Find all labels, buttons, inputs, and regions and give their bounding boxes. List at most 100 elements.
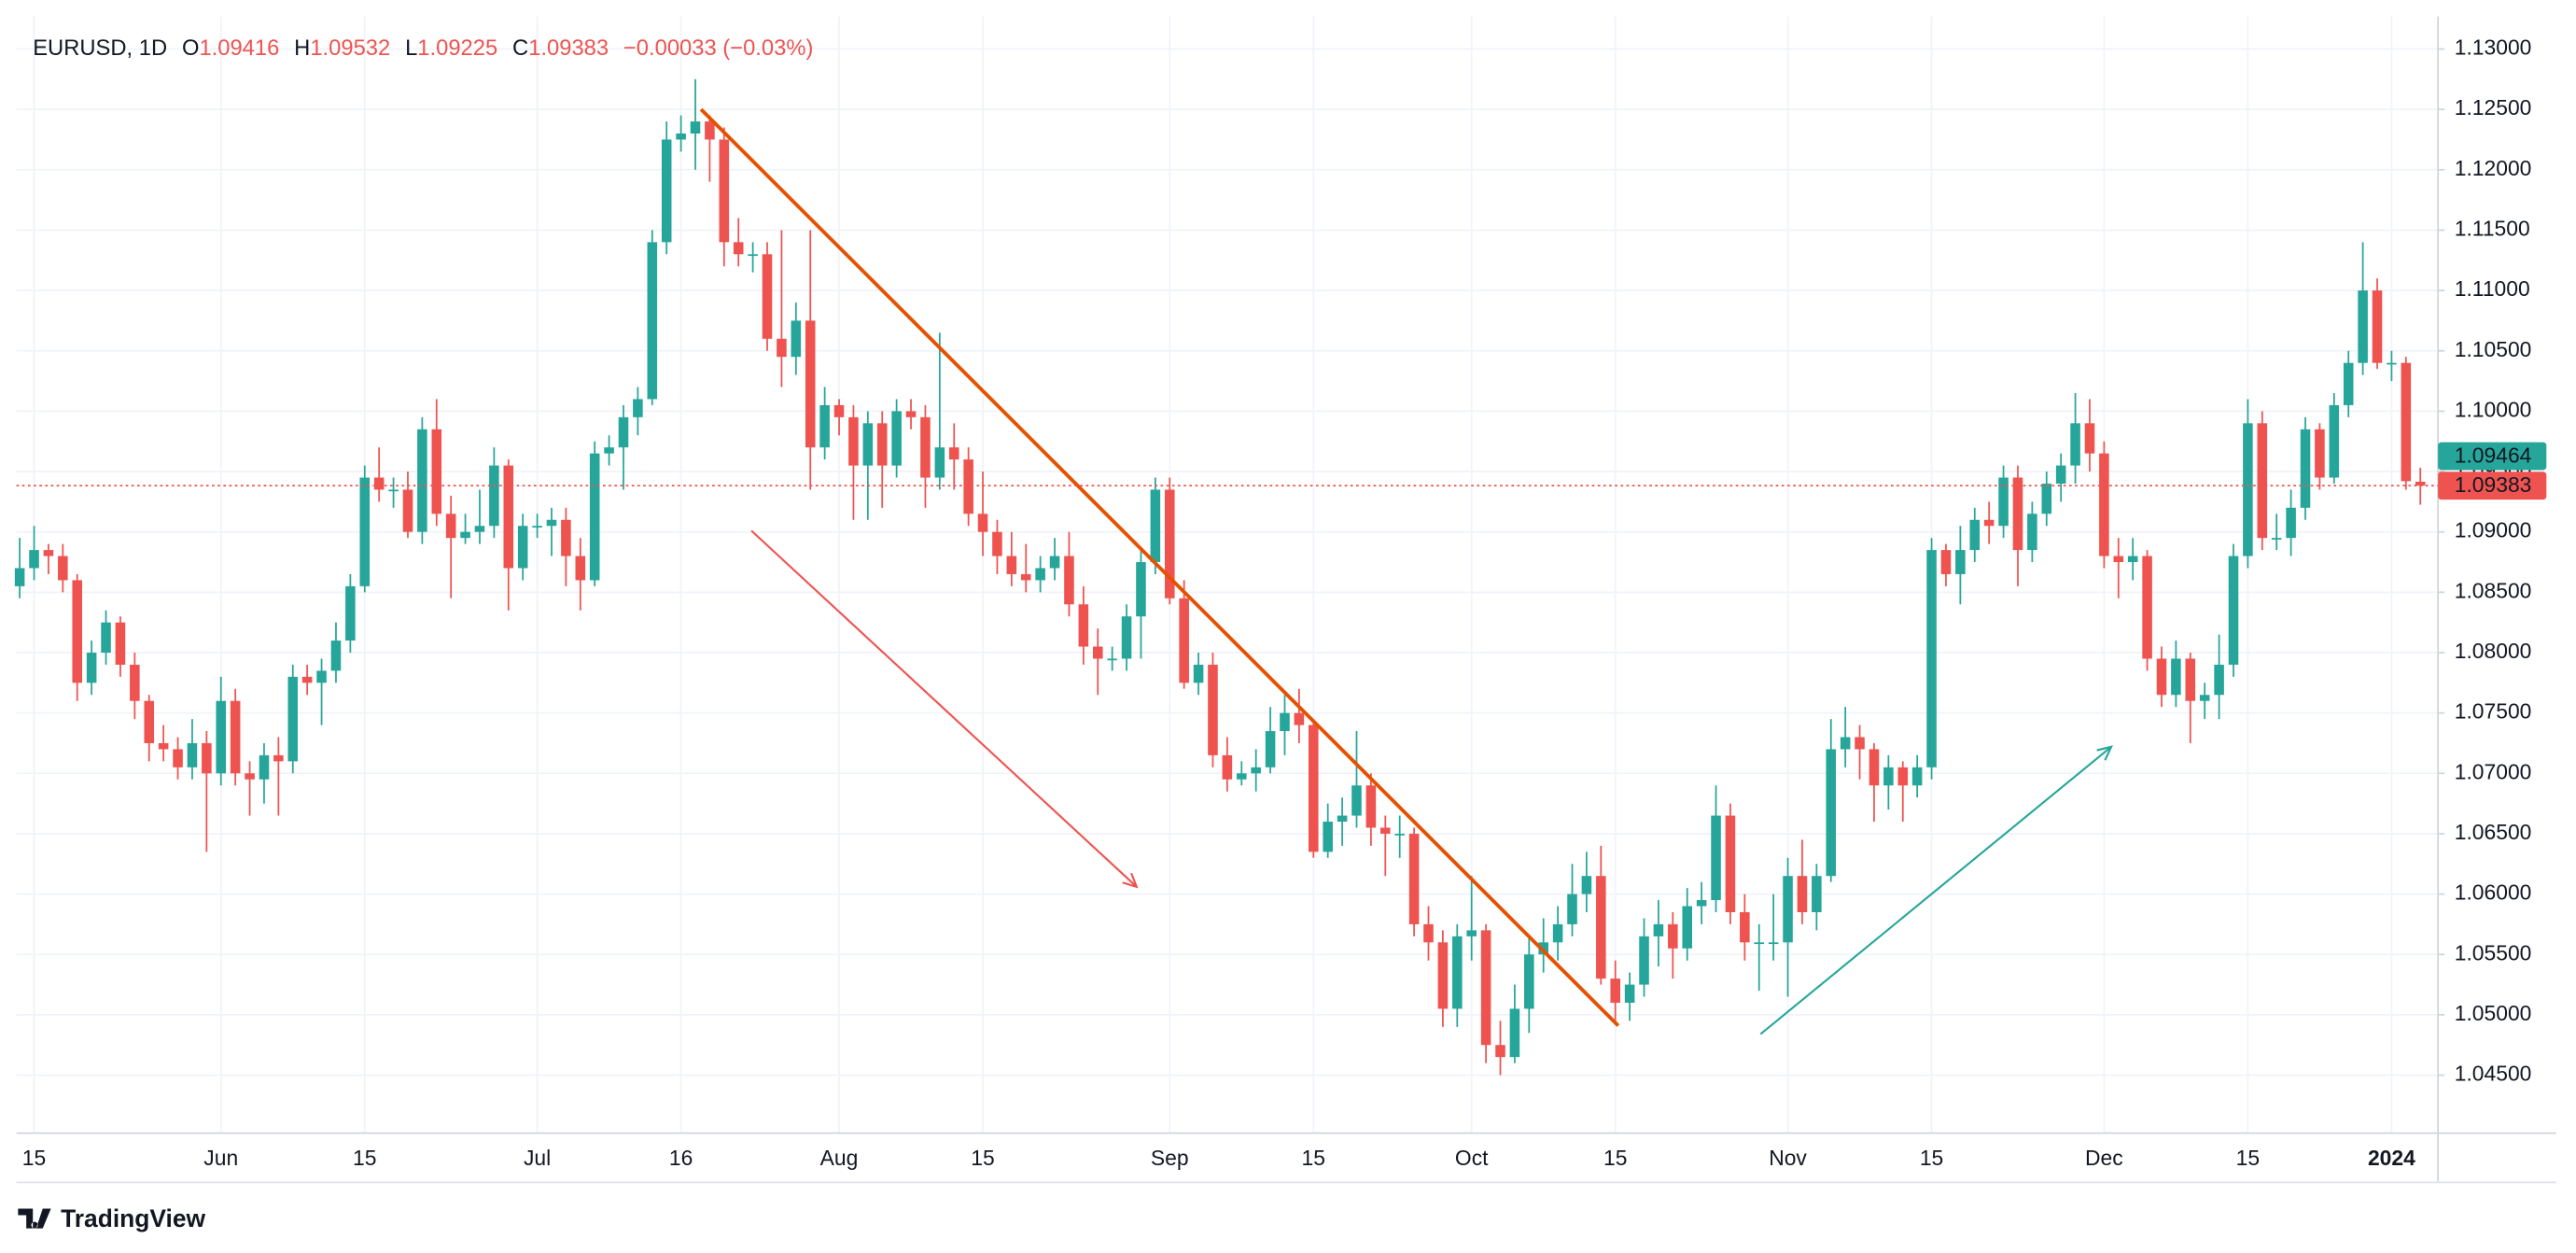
- candle-body: [1596, 876, 1606, 979]
- candle-body: [2084, 423, 2095, 454]
- candle-body: [1164, 489, 1175, 598]
- candle-body: [1524, 954, 1534, 1009]
- candle-body: [705, 121, 715, 140]
- candle-body: [1768, 942, 1779, 945]
- x-tick-label: Nov: [1769, 1146, 1807, 1170]
- candle-body: [373, 477, 385, 490]
- x-tick-label: Aug: [820, 1146, 859, 1170]
- candle-body: [1940, 550, 1952, 574]
- candle-body: [1452, 936, 1463, 1009]
- candle-body: [1509, 1008, 1520, 1058]
- x-tick-label: 15: [1920, 1146, 1943, 1170]
- x-tick-label: Sep: [1151, 1146, 1189, 1170]
- candle-body: [604, 447, 614, 454]
- candle-body: [963, 459, 973, 514]
- candle-body: [1394, 833, 1405, 836]
- candle-body: [1380, 827, 1391, 834]
- y-tick-label: 1.08000: [2455, 639, 2532, 663]
- candle-body: [1826, 749, 1837, 877]
- candle-body: [187, 742, 198, 767]
- candle-body: [2214, 664, 2224, 696]
- price-label: 1.09464: [2455, 443, 2532, 467]
- candle-body: [1064, 556, 1074, 605]
- candle-body: [1309, 725, 1319, 852]
- candle-body: [1323, 822, 1333, 852]
- candle-body: [115, 622, 126, 665]
- candle-body: [2343, 362, 2354, 405]
- y-tick-label: 1.09000: [2455, 518, 2532, 542]
- h-value: 1.09532: [310, 35, 390, 61]
- change: −0.00033 (−0.03%): [623, 35, 813, 61]
- candle-body: [1423, 923, 1434, 943]
- candle-body: [1552, 923, 1563, 943]
- candle-body: [1351, 785, 1362, 816]
- h-label: H: [294, 35, 310, 61]
- c-label: C: [512, 35, 528, 61]
- candle-body: [1121, 616, 1132, 659]
- candle-body: [1911, 767, 1923, 786]
- candle-body: [359, 477, 371, 586]
- candle-body: [14, 568, 25, 586]
- candle-body: [503, 465, 514, 569]
- l-value: 1.09225: [417, 35, 497, 61]
- candle-body: [1812, 876, 1822, 912]
- l-label: L: [405, 35, 417, 61]
- candle-body: [130, 664, 140, 701]
- arrow-head: [2096, 745, 2113, 761]
- candle-body: [2228, 556, 2239, 665]
- candle-body: [1251, 767, 1261, 774]
- candle-body: [1725, 815, 1736, 912]
- price-label: 1.09383: [2455, 472, 2532, 497]
- candle-body: [2171, 658, 2181, 696]
- candle-body: [1983, 519, 1995, 527]
- y-tick-label: 1.13000: [2455, 35, 2532, 60]
- candle-body: [1222, 754, 1233, 780]
- candle-body: [2271, 538, 2282, 540]
- logo[interactable]: TradingView: [18, 1204, 206, 1232]
- candle-body: [934, 447, 945, 478]
- candle-body: [862, 423, 874, 466]
- price-label-box: [2438, 472, 2547, 500]
- y-tick-label: 1.05000: [2455, 1001, 2532, 1025]
- candle-body: [992, 531, 1002, 556]
- candle-body: [259, 754, 270, 780]
- candle-body: [2199, 695, 2210, 701]
- y-tick-label: 1.08500: [2455, 578, 2532, 602]
- candle-body: [1883, 767, 1894, 786]
- candle-body: [1653, 923, 1664, 936]
- logo-icon: [18, 1208, 51, 1229]
- y-tick-label: 1.06000: [2455, 880, 2532, 905]
- candle-body: [144, 700, 155, 743]
- legend-header: EURUSD, 1D O1.09416 H1.09532 L1.09225 C1.093…: [33, 35, 813, 61]
- candle-body: [618, 416, 629, 448]
- y-tick-label: 1.11500: [2455, 217, 2530, 241]
- candle-body: [905, 411, 917, 417]
- candle-body: [1783, 876, 1793, 943]
- candle-body: [2372, 290, 2383, 363]
- candle-body: [1365, 785, 1377, 828]
- candle-body: [345, 585, 356, 641]
- candle-body: [2156, 658, 2167, 696]
- candle-body: [2315, 429, 2325, 478]
- candle-body: [1840, 737, 1851, 750]
- c-value: 1.09383: [528, 35, 609, 61]
- candle-body: [1208, 664, 1218, 755]
- x-tick-label: Oct: [1455, 1146, 1489, 1170]
- candle-body: [690, 121, 701, 134]
- y-tick-label: 1.06500: [2455, 820, 2532, 844]
- arrow-head: [1122, 872, 1139, 889]
- candle-body: [431, 429, 442, 514]
- candle-body: [301, 676, 313, 683]
- candle-body: [1092, 646, 1103, 659]
- candle-body: [805, 320, 816, 448]
- candles: [14, 78, 2426, 1076]
- candle-body: [287, 676, 299, 762]
- candle-body: [2099, 453, 2109, 556]
- candle-body: [633, 399, 643, 417]
- candle-body: [1538, 942, 1548, 955]
- candle-body: [848, 416, 859, 466]
- candle-body: [1078, 604, 1089, 647]
